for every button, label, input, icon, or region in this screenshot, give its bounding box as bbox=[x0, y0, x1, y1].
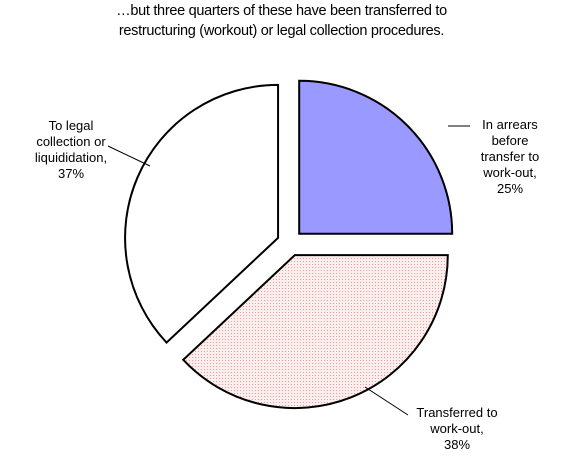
slice-category: To legal collection or liquididation, bbox=[34, 118, 108, 165]
pie-slice bbox=[181, 254, 449, 410]
slice-category: Transferred to work-out, bbox=[416, 405, 498, 436]
chart-title: …but three quarters of these have been t… bbox=[116, 3, 447, 19]
slice-value-label: 38% bbox=[443, 437, 471, 452]
leader-line bbox=[364, 386, 409, 416]
chart-title: restructuring (workout) or legal collect… bbox=[118, 23, 445, 39]
leader-line bbox=[107, 145, 151, 167]
slice-label: Transferred to work-out, 38% bbox=[402, 405, 512, 453]
slice-label: In arrears before transfer to work-out, 2… bbox=[470, 117, 550, 197]
slice-value-label: 37% bbox=[57, 166, 85, 181]
slices bbox=[124, 79, 454, 410]
pie-slice bbox=[298, 79, 454, 235]
slice-label: To legal collection or liquididation, 37% bbox=[25, 118, 117, 182]
pie-slice bbox=[124, 83, 280, 344]
slice-category: In arrears before transfer to work-out, bbox=[480, 117, 540, 180]
slice-value-label: 25% bbox=[496, 181, 524, 196]
